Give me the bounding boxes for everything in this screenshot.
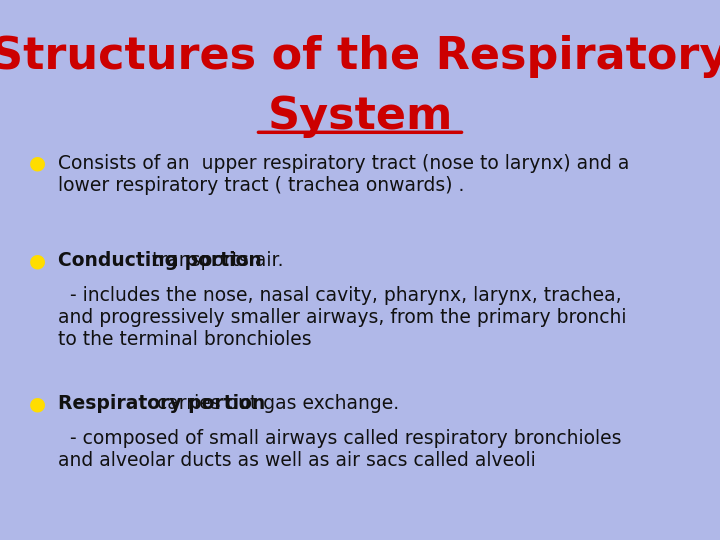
Text: Structures of the Respiratory: Structures of the Respiratory: [0, 35, 720, 78]
Text: System: System: [267, 94, 453, 138]
Text: Conducting portion: Conducting portion: [58, 251, 261, 270]
Text: - composed of small airways called respiratory bronchioles
and alveolar ducts as: - composed of small airways called respi…: [58, 429, 621, 470]
Text: carries out gas exchange.: carries out gas exchange.: [150, 394, 399, 413]
Text: ●: ●: [29, 251, 46, 270]
Text: - includes the nose, nasal cavity, pharynx, larynx, trachea,
and progressively s: - includes the nose, nasal cavity, phary…: [58, 286, 626, 349]
Text: Respiratory portion: Respiratory portion: [58, 394, 265, 413]
Text: ●: ●: [29, 394, 46, 413]
Text: ●: ●: [29, 154, 46, 173]
Text: transports air.: transports air.: [146, 251, 284, 270]
Text: Consists of an  upper respiratory tract (nose to larynx) and a
lower respiratory: Consists of an upper respiratory tract (…: [58, 154, 629, 195]
